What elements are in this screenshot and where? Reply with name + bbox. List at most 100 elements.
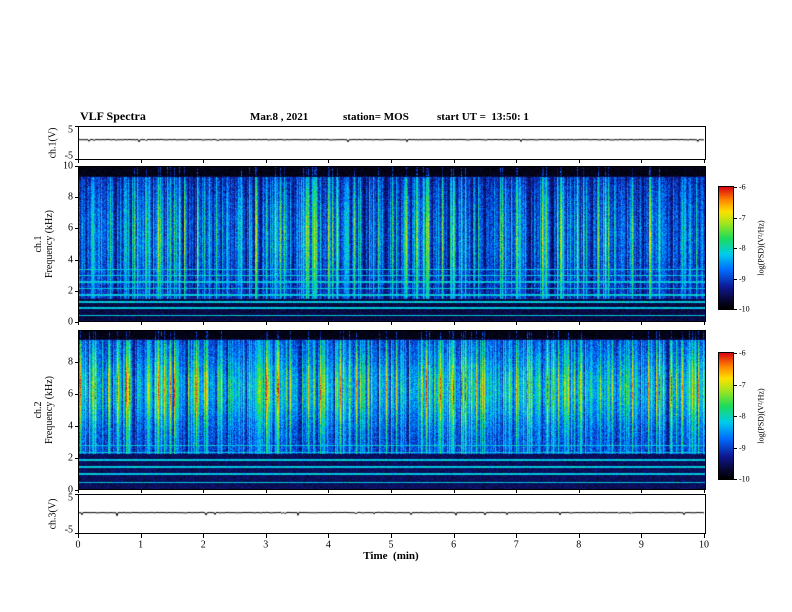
figure-station: station= MOS [343, 111, 409, 123]
x-tick-mark [140, 490, 142, 493]
figure-start-ut: start UT = 13:50: 1 [437, 111, 529, 123]
ch1-frequency-axis-label-line2: Frequency (kHz) [44, 209, 55, 279]
colorbar-tick-mark [734, 309, 737, 310]
y-tick-mark [75, 166, 78, 167]
y-tick-label: 5 [68, 124, 73, 136]
y-tick-label: -5 [64, 524, 73, 536]
x-tick-mark [78, 534, 79, 538]
colorbar-tick-mark [734, 416, 737, 417]
x-tick-label: 1 [138, 539, 144, 551]
y-tick-label: 10 [63, 160, 73, 172]
x-tick-mark [578, 322, 580, 325]
x-tick-label: 10 [699, 539, 709, 551]
x-tick-mark [265, 534, 267, 538]
y-tick-label: 5 [68, 492, 73, 504]
colorbar-tick-mark [734, 217, 737, 219]
ch3-voltage-waveform-canvas [79, 495, 705, 533]
y-tick-mark [75, 362, 78, 363]
colorbar-tick-label: -10 [739, 304, 750, 314]
x-tick-mark [391, 160, 392, 163]
y-tick-label: -5 [64, 150, 73, 162]
x-tick-mark [140, 160, 142, 163]
figure-date: Mar.8 , 2021 [250, 111, 309, 123]
x-tick-label: 3 [263, 539, 269, 551]
x-tick-mark [203, 534, 205, 538]
x-tick-mark [453, 534, 455, 538]
ch3-voltage-panel [78, 494, 706, 534]
x-tick-mark [391, 534, 392, 538]
y-tick-label: 0 [68, 484, 73, 496]
x-tick-label: 9 [638, 539, 644, 551]
colorbar-tick-mark [734, 187, 737, 188]
x-tick-mark [328, 534, 330, 538]
ch1-voltage-panel [78, 126, 706, 160]
y-tick-mark [75, 159, 78, 160]
x-tick-label: 4 [325, 539, 331, 551]
x-tick-mark [704, 160, 705, 163]
y-tick-mark [75, 228, 78, 230]
x-tick-mark [265, 322, 267, 325]
x-tick-mark [265, 490, 267, 493]
x-tick-mark [578, 160, 580, 163]
x-tick-mark [328, 490, 330, 493]
ch1-colorbar-canvas [719, 187, 733, 309]
y-tick-label: 2 [68, 285, 73, 297]
x-tick-mark [641, 490, 643, 493]
y-tick-label: 6 [68, 388, 73, 400]
y-tick-mark [75, 290, 78, 292]
y-tick-mark [75, 533, 78, 534]
colorbar-tick-mark [734, 278, 737, 280]
colorbar-tick-mark [734, 384, 737, 386]
x-tick-mark [203, 490, 205, 493]
y-tick-mark [75, 394, 78, 395]
y-tick-mark [75, 322, 78, 323]
ch1-frequency-axis-label: ch.1 Frequency (kHz) [33, 210, 55, 278]
time-axis-label: Time (min) [363, 550, 419, 562]
y-tick-mark [75, 197, 78, 199]
x-tick-label: 7 [513, 539, 519, 551]
y-tick-mark [75, 259, 78, 261]
colorbar-tick-label: -6 [739, 182, 746, 192]
x-tick-label: 2 [200, 539, 206, 551]
ch2-colorbar [718, 352, 734, 480]
y-tick-mark [75, 126, 78, 127]
ch2-spectrogram-panel [78, 330, 706, 490]
x-tick-label: 5 [388, 539, 394, 551]
x-tick-mark [704, 490, 705, 493]
colorbar-tick-mark [734, 353, 737, 354]
colorbar-tick-label: -9 [739, 274, 746, 283]
x-tick-mark [641, 322, 643, 325]
x-tick-mark [328, 322, 330, 325]
ch2-colorbar-canvas [719, 353, 733, 479]
x-tick-mark [203, 322, 205, 325]
x-tick-mark [453, 322, 455, 325]
x-tick-mark [641, 534, 643, 538]
x-tick-mark [391, 322, 392, 325]
y-tick-label: 8 [68, 356, 73, 368]
colorbar-tick-mark [734, 248, 737, 249]
x-tick-mark [78, 490, 79, 493]
x-tick-mark [140, 534, 142, 538]
x-tick-mark [78, 160, 79, 163]
x-tick-mark [265, 160, 267, 163]
x-tick-mark [641, 160, 643, 163]
x-tick-mark [578, 490, 580, 493]
x-tick-mark [140, 322, 142, 325]
x-tick-mark [328, 160, 330, 163]
x-tick-mark [453, 490, 455, 493]
colorbar-tick-label: -8 [739, 243, 746, 253]
x-tick-mark [516, 160, 518, 163]
figure-title: VLF Spectra [80, 109, 146, 123]
colorbar-tick-mark [734, 479, 737, 480]
colorbar-tick-label: -7 [739, 213, 746, 222]
x-tick-mark [78, 322, 79, 325]
colorbar-tick-label: -10 [739, 474, 750, 484]
y-tick-label: 2 [68, 452, 73, 464]
ch2-frequency-axis-label: ch.2 Frequency (kHz) [33, 376, 55, 444]
y-tick-label: 0 [68, 316, 73, 328]
ch1-voltage-waveform-canvas [79, 127, 705, 159]
ch1-voltage-axis-label: ch.1(V) [47, 127, 59, 159]
colorbar-tick-label: -6 [739, 348, 746, 358]
y-tick-mark [75, 426, 78, 427]
